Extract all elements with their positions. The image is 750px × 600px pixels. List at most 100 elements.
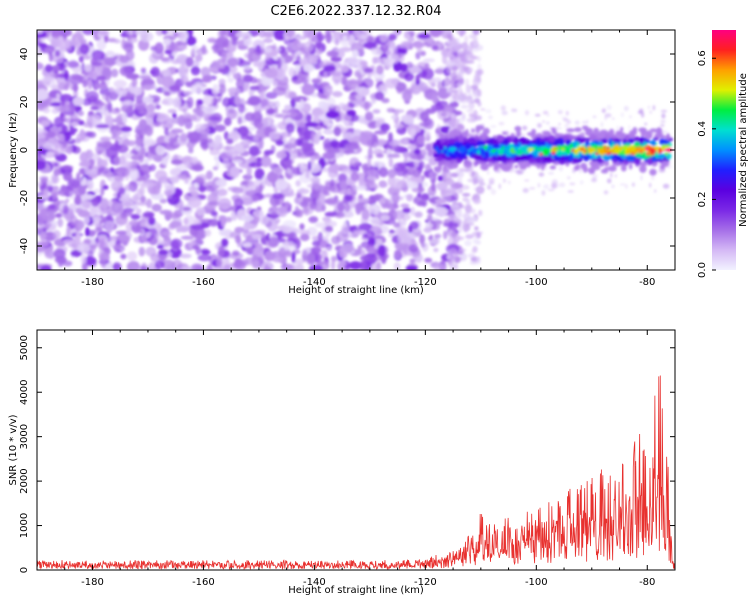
heat-cell [51, 108, 60, 114]
heat-cell [342, 244, 355, 252]
heat-cell [190, 156, 199, 165]
heat-cell [443, 230, 448, 240]
heat-cell [529, 187, 536, 190]
heat-cell [76, 243, 91, 253]
heat-cell [196, 207, 206, 216]
heat-cell [543, 185, 546, 189]
heat-cell [464, 169, 470, 173]
heat-cell [376, 261, 382, 270]
snr-x-ticks: -180 -160 -140 -120 -100 -80 [36, 330, 676, 588]
heat-cell [447, 50, 452, 58]
snr-series-line [37, 375, 675, 570]
heat-cell [275, 178, 288, 191]
colorbar-scale [712, 30, 736, 270]
heat-cell [520, 145, 529, 152]
heat-cell [370, 204, 380, 215]
heat-cell [188, 182, 196, 188]
heat-cell [414, 211, 423, 218]
heat-cell [576, 163, 581, 171]
heat-cell [623, 105, 629, 112]
heat-cell [243, 74, 253, 83]
heat-cell [160, 231, 173, 237]
heat-cell [179, 132, 188, 143]
heat-cell [170, 238, 183, 249]
heat-cell [187, 131, 201, 144]
heat-cell [498, 121, 505, 126]
heat-cell [184, 179, 189, 184]
snr-frame [36, 329, 676, 571]
heat-cell [474, 115, 482, 121]
heat-cell [628, 125, 631, 130]
heat-cell [218, 78, 226, 86]
y-tick-label: 0 [19, 147, 30, 153]
heat-cell [273, 30, 287, 41]
heat-cell [531, 149, 540, 156]
heat-cell [578, 167, 583, 174]
heat-cell [476, 140, 485, 146]
heat-cell [116, 144, 129, 154]
heat-cell [619, 183, 626, 186]
heat-cell [347, 78, 359, 90]
heat-cell [151, 185, 161, 195]
heat-cell [458, 134, 464, 143]
heat-cell [391, 192, 400, 204]
heat-cell [457, 53, 467, 61]
heat-cell [292, 60, 302, 66]
heat-cell [434, 264, 447, 270]
heat-cell [473, 198, 481, 205]
heat-cell [465, 234, 474, 240]
heat-cell [419, 82, 428, 93]
heat-cell [452, 162, 458, 168]
heat-cell [545, 121, 550, 125]
heat-cell [520, 133, 526, 137]
heat-cell [419, 234, 426, 245]
heat-cell [598, 141, 603, 146]
heat-cell [198, 185, 206, 193]
heat-cell [429, 170, 435, 180]
heat-cell [126, 251, 138, 261]
heat-cell [435, 128, 441, 134]
heat-cell [431, 93, 438, 104]
heat-cell [443, 164, 447, 171]
heat-cell [443, 160, 451, 166]
heat-cell [300, 201, 309, 208]
heat-cell [161, 76, 175, 88]
heat-cell [471, 249, 477, 253]
heat-cell [229, 65, 238, 73]
heat-cell [42, 143, 56, 150]
heat-cell [317, 100, 329, 110]
heat-cell [443, 150, 448, 154]
heat-cell [211, 60, 221, 69]
heat-cell [444, 76, 451, 87]
heat-cell [447, 214, 456, 221]
heat-cell [220, 215, 227, 226]
heat-cell [344, 264, 351, 270]
heat-cell [452, 65, 458, 74]
heat-cell [476, 232, 482, 239]
colorbar-tick-label: 0.0 [697, 262, 708, 278]
heat-cell [52, 230, 61, 240]
heat-cell [138, 109, 147, 115]
heat-cell [154, 260, 165, 269]
heat-cell [263, 31, 273, 38]
heat-cell [641, 152, 648, 158]
heat-cell [411, 187, 425, 193]
heat-cell [360, 60, 368, 66]
heat-cell [321, 195, 326, 206]
heat-cell [334, 212, 345, 219]
heat-cell [259, 156, 272, 168]
heat-cell [565, 110, 569, 116]
heat-cell [335, 235, 340, 242]
heat-cell [655, 158, 662, 162]
heat-cell [404, 72, 415, 82]
heat-cell [640, 131, 645, 138]
heat-cell [473, 30, 480, 36]
heat-cell [344, 204, 351, 212]
heat-cell [77, 209, 90, 218]
heat-cell [457, 213, 464, 218]
heat-cell [87, 169, 98, 177]
heat-cell [339, 180, 348, 191]
heat-cell [368, 185, 379, 190]
heat-cell [537, 182, 541, 188]
heat-cell [233, 143, 246, 154]
